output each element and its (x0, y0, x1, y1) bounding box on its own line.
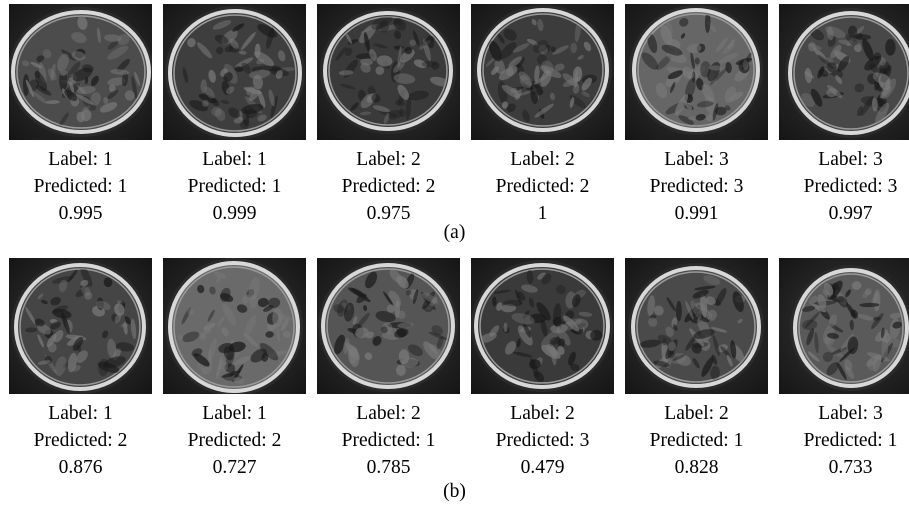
panel-b-caption: (b) (443, 481, 466, 502)
cell-micrograph (625, 4, 768, 140)
sample-cell: Label: 1 Predicted: 1 0.995 (9, 4, 152, 224)
sample-cell: Label: 3 Predicted: 3 0.991 (625, 4, 768, 224)
sample-predicted: Predicted: 3 (649, 176, 744, 197)
sample-score: 0.975 (366, 203, 411, 224)
sample-score: 0.876 (58, 457, 103, 478)
sample-score: 1 (537, 203, 548, 224)
sample-label: Label: 2 (510, 403, 575, 424)
sample-caption: Label: 1 Predicted: 1 0.995 (0, 146, 162, 227)
sample-label: Label: 2 (664, 403, 729, 424)
sample-caption: Label: 3 Predicted: 3 0.997 (769, 146, 909, 227)
sample-score: 0.828 (674, 457, 719, 478)
cell-micrograph (163, 4, 306, 140)
sample-cell: Label: 1 Predicted: 1 0.999 (163, 4, 306, 224)
sample-label: Label: 3 (818, 403, 883, 424)
sample-label: Label: 2 (356, 403, 421, 424)
cell-micrograph (317, 4, 460, 140)
cell-micrograph (317, 258, 460, 394)
sample-predicted: Predicted: 1 (187, 176, 282, 197)
sample-cell: Label: 3 Predicted: 1 0.733 (779, 258, 909, 478)
sample-cell: Label: 3 Predicted: 3 0.997 (779, 4, 909, 224)
sample-label: Label: 3 (818, 149, 883, 170)
sample-predicted: Predicted: 1 (33, 176, 128, 197)
sample-predicted: Predicted: 3 (495, 430, 590, 451)
sample-cell: Label: 1 Predicted: 2 0.876 (9, 258, 152, 478)
sample-predicted: Predicted: 1 (341, 430, 436, 451)
sample-predicted: Predicted: 1 (649, 430, 744, 451)
cell-micrograph (163, 258, 306, 394)
sample-caption: Label: 2 Predicted: 2 1 (461, 146, 624, 227)
sample-label: Label: 1 (202, 403, 267, 424)
sample-cell: Label: 1 Predicted: 2 0.727 (163, 258, 306, 478)
sample-cell: Label: 2 Predicted: 2 0.975 (317, 4, 460, 224)
sample-predicted: Predicted: 1 (803, 430, 898, 451)
cell-micrograph (471, 4, 614, 140)
sample-caption: Label: 2 Predicted: 2 0.975 (307, 146, 470, 227)
sample-cell: Label: 2 Predicted: 1 0.828 (625, 258, 768, 478)
sample-predicted: Predicted: 2 (341, 176, 436, 197)
sample-caption: Label: 1 Predicted: 1 0.999 (153, 146, 316, 227)
sample-caption: Label: 1 Predicted: 2 0.876 (0, 400, 162, 481)
cell-micrograph (9, 258, 152, 394)
sample-caption: Label: 2 Predicted: 1 0.785 (307, 400, 470, 481)
sample-score: 0.733 (828, 457, 873, 478)
sample-caption: Label: 2 Predicted: 1 0.828 (615, 400, 778, 481)
sample-score: 0.995 (58, 203, 103, 224)
sample-score: 0.991 (674, 203, 719, 224)
sample-label: Label: 2 (510, 149, 575, 170)
sample-predicted: Predicted: 2 (495, 176, 590, 197)
sample-predicted: Predicted: 2 (33, 430, 128, 451)
sample-label: Label: 1 (48, 403, 113, 424)
sample-cell: Label: 2 Predicted: 3 0.479 (471, 258, 614, 478)
sample-score: 0.785 (366, 457, 411, 478)
sample-label: Label: 3 (664, 149, 729, 170)
sample-label: Label: 2 (356, 149, 421, 170)
cell-micrograph (779, 4, 909, 140)
sample-caption: Label: 2 Predicted: 3 0.479 (461, 400, 624, 481)
sample-label: Label: 1 (48, 149, 113, 170)
sample-score: 0.727 (212, 457, 257, 478)
cell-micrograph (9, 4, 152, 140)
sample-label: Label: 1 (202, 149, 267, 170)
sample-cell: Label: 2 Predicted: 2 1 (471, 4, 614, 224)
sample-score: 0.479 (520, 457, 565, 478)
sample-caption: Label: 3 Predicted: 3 0.991 (615, 146, 778, 227)
sample-caption: Label: 1 Predicted: 2 0.727 (153, 400, 316, 481)
sample-predicted: Predicted: 2 (187, 430, 282, 451)
sample-predicted: Predicted: 3 (803, 176, 898, 197)
cell-micrograph (779, 258, 909, 394)
panel-a-caption: (a) (443, 222, 466, 243)
sample-caption: Label: 3 Predicted: 1 0.733 (769, 400, 909, 481)
cell-micrograph (625, 258, 768, 394)
sample-score: 0.997 (828, 203, 873, 224)
sample-cell: Label: 2 Predicted: 1 0.785 (317, 258, 460, 478)
sample-score: 0.999 (212, 203, 257, 224)
cell-micrograph (471, 258, 614, 394)
